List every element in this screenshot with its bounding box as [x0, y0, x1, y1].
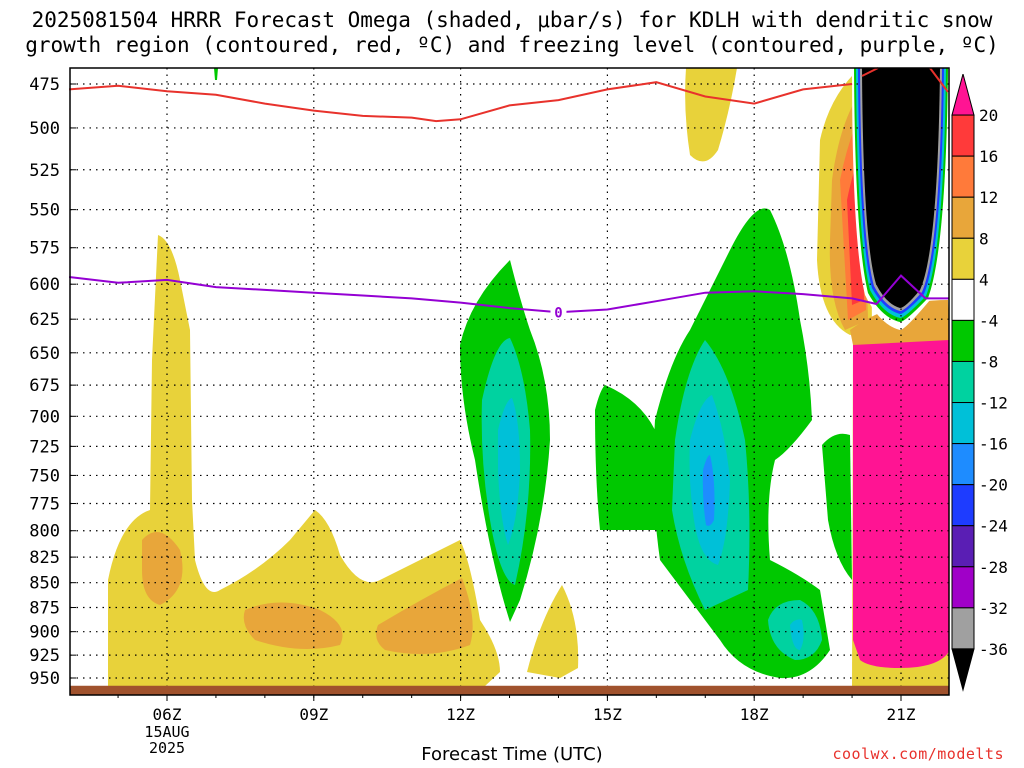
y-tick-label: 700	[29, 407, 60, 427]
y-tick-label: 800	[29, 522, 60, 542]
omega-shading-negative-16	[702, 455, 715, 526]
colorbar-swatch	[951, 114, 975, 157]
colorbar-swatch	[951, 155, 975, 198]
omega-shading-positive-8	[243, 602, 343, 649]
colorbar-swatch	[951, 525, 975, 568]
y-tick-label: 950	[29, 669, 60, 689]
omega-shading-positive-8	[142, 532, 183, 605]
colorbar-label: -16	[979, 435, 1008, 454]
x-tick-label: 15Z	[593, 705, 622, 724]
grid-lines	[70, 68, 949, 695]
chart-title: 2025081504 HRRR Forecast Omega (shaded, …	[0, 8, 1024, 58]
y-tick-label: 675	[29, 376, 60, 396]
colorbar-swatch	[951, 278, 975, 321]
ground-surface	[70, 685, 949, 695]
colorbar-label: -20	[979, 476, 1008, 495]
colorbar-swatch	[951, 443, 975, 486]
colorbar-label: -8	[979, 352, 998, 371]
colorbar-label: -12	[979, 394, 1008, 413]
colorbar-label: -28	[979, 558, 1008, 577]
y-tick-label: 650	[29, 344, 60, 364]
x-tick-sublabel: 2025	[149, 739, 185, 757]
x-tick-label: 09Z	[299, 705, 328, 724]
x-tick-label: 06Z	[153, 705, 182, 724]
y-tick-label: 850	[29, 574, 60, 594]
colorbar-swatch	[951, 74, 975, 116]
y-tick-label: 525	[29, 161, 60, 181]
omega-shading-positive-8	[376, 578, 473, 654]
omega-shading-negative-4	[595, 385, 670, 530]
colorbar-swatch	[951, 196, 975, 239]
contour-lines: 0	[68, 67, 949, 695]
colorbar-label: -24	[979, 517, 1008, 536]
colorbar-swatch	[951, 607, 975, 650]
credit-text: coolwx.com/modelts	[832, 745, 1004, 763]
colorbar-swatch	[951, 402, 975, 445]
y-tick-label: 475	[29, 75, 60, 95]
y-tick-label: 900	[29, 623, 60, 643]
freezing-level-label: 0	[554, 305, 562, 321]
y-tick-label: 725	[29, 437, 60, 457]
x-tick-label: 12Z	[446, 705, 475, 724]
y-tick-label: 600	[29, 275, 60, 295]
colorbar-swatch	[951, 360, 975, 404]
plot-border	[69, 67, 950, 696]
axes: 475 500 525 550 575 600 625 650 675 700 725 750 775 8…	[29, 67, 950, 757]
freezing-level-label-bg	[550, 303, 567, 320]
colorbar-label: -4	[979, 311, 998, 330]
omega-shading-negative-12	[790, 619, 804, 650]
colorbar-label: 12	[979, 188, 998, 207]
chart-title-line2: growth region (contoured, red, ºC) and f…	[25, 33, 999, 57]
colorbar-swatch	[951, 237, 975, 280]
colorbar-label: 8	[979, 229, 989, 248]
colorbar-swatch	[951, 566, 975, 609]
x-tick-label: 18Z	[740, 705, 769, 724]
colorbar-label: 16	[979, 147, 998, 166]
omega-shading-positive-4	[685, 68, 737, 162]
x-tick-sublabel: 15AUG	[144, 723, 189, 741]
colorbar-label: -32	[979, 599, 1008, 618]
y-tick-label: 500	[29, 119, 60, 139]
colorbar-label: 20	[979, 106, 998, 125]
dgz-contour-line	[69, 81, 853, 123]
chart-title-line1: 2025081504 HRRR Forecast Omega (shaded, …	[31, 8, 993, 32]
y-tick-label: 775	[29, 495, 60, 515]
colorbar-swatch	[951, 319, 975, 362]
colorbar-label: 4	[979, 270, 989, 289]
colorbar-swatch	[951, 484, 975, 527]
x-axis-label: Forecast Time (UTC)	[421, 744, 603, 765]
y-tick-label: 825	[29, 548, 60, 568]
y-tick-label: 550	[29, 201, 60, 221]
y-tick-label: 875	[29, 599, 60, 619]
y-tick-label: 575	[29, 239, 60, 259]
omega-shading	[108, 68, 949, 695]
y-tick-label: 925	[29, 646, 60, 666]
colorbar: 20 16 12 8 4 -4 -8 -12 -16 -20 -24 -28 -32 -36	[951, 74, 1008, 692]
y-tick-label: 625	[29, 310, 60, 330]
omega-shading-negative-12	[498, 398, 520, 545]
colorbar-label: -36	[979, 640, 1008, 659]
omega-shading-negative-36	[862, 68, 940, 308]
omega-shading-negative-4	[214, 68, 218, 80]
colorbar-swatch	[951, 648, 975, 692]
omega-shading-negative-4	[822, 433, 852, 580]
y-tick-label: 750	[29, 466, 60, 486]
dgz-contour-segment	[861, 67, 949, 93]
omega-shading-positive-4	[108, 235, 500, 695]
x-tick-label: 21Z	[887, 705, 916, 724]
